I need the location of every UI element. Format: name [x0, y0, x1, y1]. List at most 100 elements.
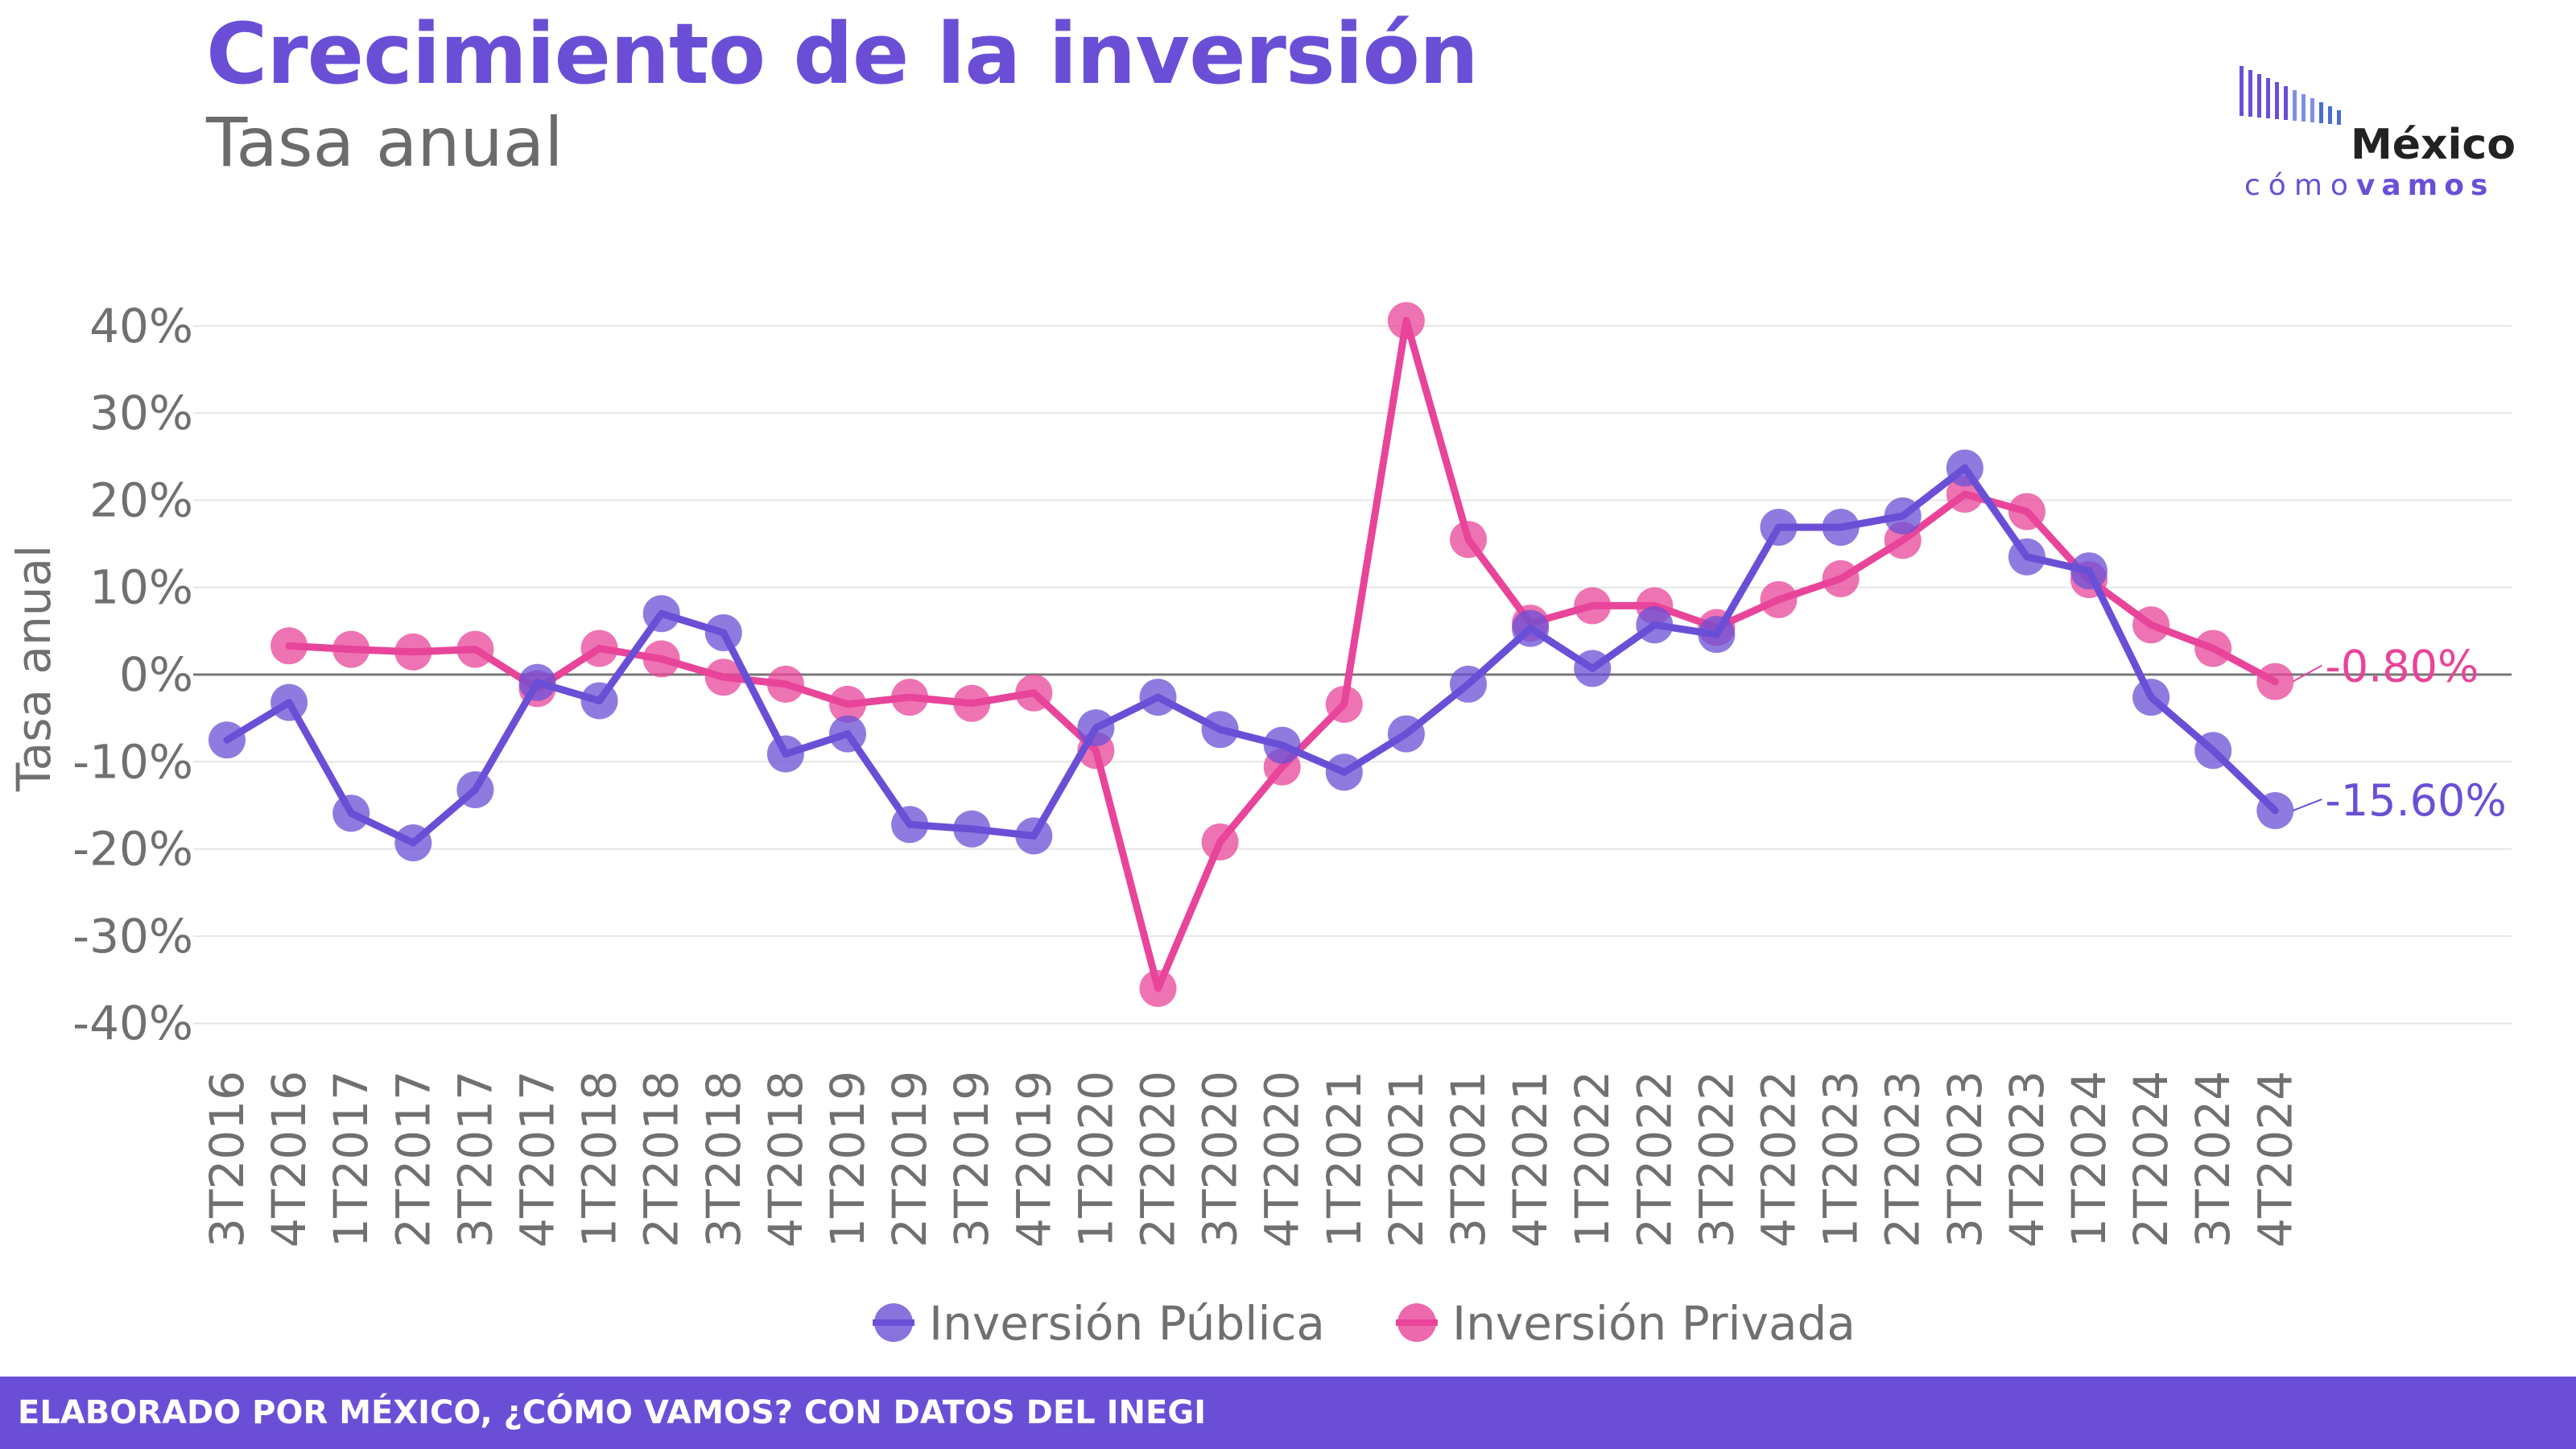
data-point [1946, 449, 1984, 487]
x-tick-label: 4T2017 [510, 1071, 565, 1248]
logo-bar [2319, 102, 2323, 123]
data-point [1822, 508, 1860, 546]
data-point [2008, 538, 2046, 576]
x-tick-label: 2T2024 [2124, 1071, 2178, 1248]
data-point [2194, 732, 2232, 770]
x-tick-label: 2T2022 [1627, 1071, 1682, 1248]
data-point [953, 684, 991, 722]
x-tick-label: 4T2018 [758, 1071, 813, 1248]
x-tick-label: 3T2016 [200, 1071, 254, 1248]
data-point [1201, 823, 1239, 861]
data-point [704, 658, 742, 696]
end-labels: -15.60% -0.80% [2292, 642, 2507, 826]
logo-bar [2310, 98, 2314, 122]
x-tick-label: 1T2021 [1317, 1071, 1372, 1248]
y-tick-label: -40% [72, 996, 193, 1051]
data-point [953, 810, 991, 848]
data-point [829, 715, 866, 753]
data-point [394, 633, 432, 671]
logo-bar [2301, 94, 2306, 122]
chart-subtitle: Tasa anual [206, 103, 564, 182]
data-point [2008, 493, 2046, 530]
logo-bar [2257, 74, 2261, 118]
legend-label: Inversión Pública [929, 1296, 1325, 1351]
x-tick-label: 2T2021 [1379, 1071, 1434, 1248]
x-axis-ticks: 3T2016 4T2016 1T2017 2T2017 3T2017 4T2017 1T20… [200, 1071, 2302, 1248]
series [208, 302, 2294, 1007]
data-point [1636, 606, 1674, 644]
x-tick-label: 4T2024 [2248, 1071, 2302, 1248]
data-point [456, 770, 494, 808]
data-point [2256, 791, 2294, 829]
gridlines [193, 324, 2512, 1025]
data-point [891, 679, 929, 716]
x-tick-label: 4T2023 [2000, 1071, 2054, 1248]
data-point [1884, 497, 1922, 535]
logo-bar [2275, 82, 2279, 119]
data-point [1574, 650, 1612, 687]
logo-bar [2337, 110, 2341, 125]
x-tick-label: 1T2019 [820, 1071, 875, 1248]
y-tick-label: 40% [89, 299, 193, 353]
logo-bar [2248, 70, 2252, 117]
logo-bar [2240, 66, 2244, 116]
x-tick-label: 3T2020 [1193, 1071, 1248, 1248]
y-tick-label: 30% [89, 386, 193, 440]
data-point [518, 663, 556, 701]
data-point [704, 614, 742, 652]
data-point [580, 630, 618, 667]
data-point [642, 640, 680, 678]
data-point [1760, 508, 1798, 546]
data-point [829, 685, 866, 723]
x-tick-label: 1T2022 [1565, 1071, 1620, 1248]
series-line [223, 464, 2279, 847]
data-point [208, 721, 246, 759]
data-point [580, 682, 618, 720]
logo-bar [2284, 86, 2288, 120]
footer-bar: ELABORADO POR MÉXICO, ¿CÓMO VAMOS? CON D… [0, 1377, 2576, 1449]
x-tick-label: 4T2022 [1752, 1071, 1806, 1248]
x-tick-label: 1T2018 [572, 1071, 627, 1248]
y-tick-label: 20% [89, 473, 193, 527]
x-tick-label: 2T2020 [1131, 1071, 1186, 1248]
data-point [1015, 674, 1053, 712]
x-tick-label: 1T2020 [1068, 1071, 1123, 1248]
x-tick-label: 2T2017 [386, 1071, 440, 1248]
data-point [2132, 606, 2170, 644]
legend-item-inversion-privada: Inversión Privada [1396, 1296, 1856, 1351]
data-point [1450, 521, 1487, 559]
end-value-label: -15.60% [2325, 775, 2506, 826]
data-point [1698, 616, 1736, 654]
data-point [1201, 711, 1239, 749]
data-point [642, 595, 680, 633]
data-point [456, 630, 494, 668]
y-tick-label: 0% [119, 647, 193, 702]
logo-bar [2266, 78, 2270, 118]
logo-sub-bold: vamos [2355, 169, 2495, 202]
x-tick-label: 4T2016 [262, 1071, 316, 1248]
end-label-leader [2292, 664, 2322, 683]
series-inversion-publica [208, 449, 2294, 862]
data-point [270, 683, 308, 721]
x-tick-label: 3T2022 [1689, 1071, 1744, 1248]
end-value-label: -0.80% [2325, 642, 2479, 692]
x-tick-label: 4T2019 [1006, 1071, 1061, 1248]
x-tick-label: 3T2017 [448, 1071, 502, 1248]
data-point [1822, 559, 1860, 597]
legend-label: Inversión Privada [1452, 1296, 1856, 1351]
data-point [1015, 817, 1053, 855]
y-tick-label: -20% [72, 822, 193, 877]
legend-marker [1397, 1303, 1436, 1342]
data-point [2194, 630, 2232, 667]
legend-item-inversion-publica: Inversión Pública [873, 1296, 1325, 1351]
data-point [1325, 753, 1363, 791]
investment-growth-line-chart: -40% -30% -20% -10% 0% 10% 20% 30% 40% Tasa anua… [6, 299, 2512, 1351]
data-point [2132, 679, 2170, 716]
x-tick-label: 3T2021 [1441, 1071, 1496, 1248]
x-tick-label: 1T2024 [2062, 1071, 2116, 1248]
legend-marker [874, 1303, 913, 1342]
logo-bar [2328, 106, 2332, 124]
data-point [891, 806, 929, 844]
data-point [766, 735, 804, 773]
x-tick-label: 2T2019 [882, 1071, 937, 1248]
